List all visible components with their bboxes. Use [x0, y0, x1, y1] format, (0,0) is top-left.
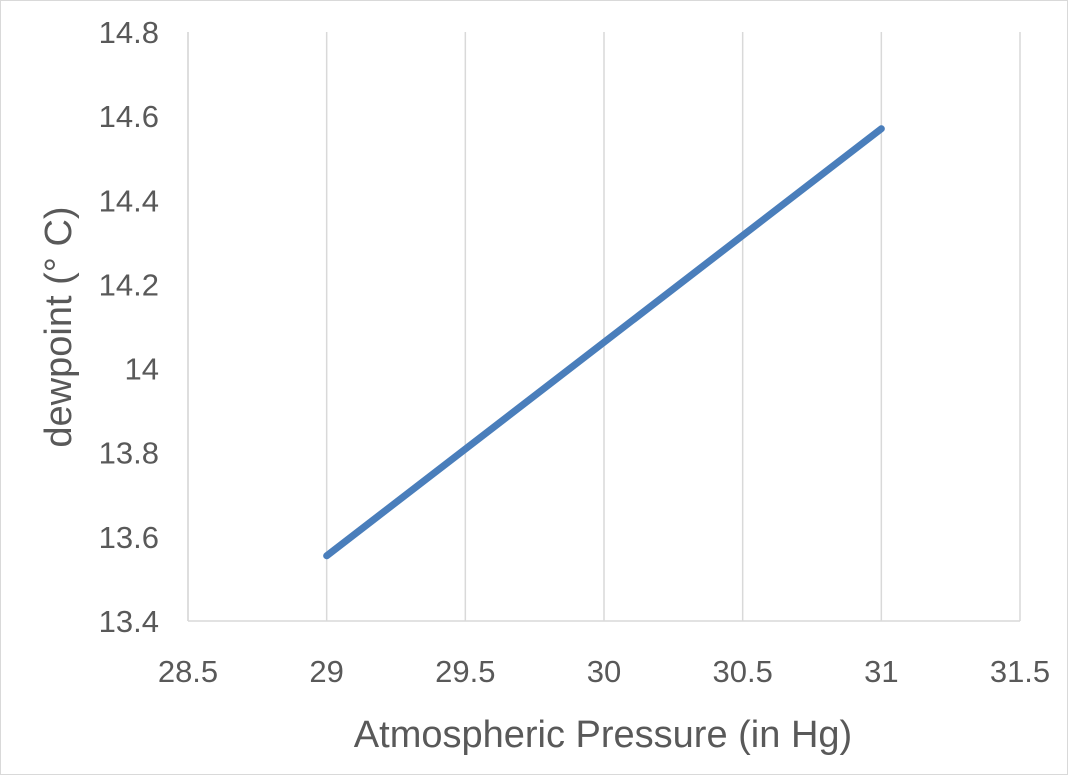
y-tick-label: 13.4 — [99, 604, 159, 639]
y-axis-title: dewpoint (° C) — [38, 206, 80, 447]
grid — [187, 32, 1021, 621]
x-tick-label: 30.5 — [712, 654, 772, 689]
y-tick-label: 14.8 — [99, 15, 159, 50]
tick-labels: 28.5 29 29.5 30 30.5 31 31.5 13.4 13.6 13.8 14 14.2… — [99, 15, 1051, 689]
x-tick-label: 29 — [309, 654, 343, 689]
x-tick-label: 31 — [864, 654, 898, 689]
x-tick-label: 31.5 — [990, 654, 1050, 689]
y-tick-label: 14 — [125, 352, 159, 387]
y-tick-label: 14.4 — [99, 183, 159, 218]
axes — [187, 32, 1020, 622]
x-tick-label: 30 — [587, 654, 621, 689]
y-tick-label: 13.8 — [99, 436, 159, 471]
y-tick-label: 14.2 — [99, 267, 159, 302]
y-tick-label: 14.6 — [99, 99, 159, 134]
series-line-dewpoint — [323, 125, 885, 560]
y-tick-label: 13.6 — [99, 520, 159, 555]
x-axis-title: Atmospheric Pressure (in Hg) — [354, 714, 852, 756]
x-tick-label: 28.5 — [158, 654, 218, 689]
x-tick-label: 29.5 — [435, 654, 495, 689]
series — [323, 125, 885, 560]
